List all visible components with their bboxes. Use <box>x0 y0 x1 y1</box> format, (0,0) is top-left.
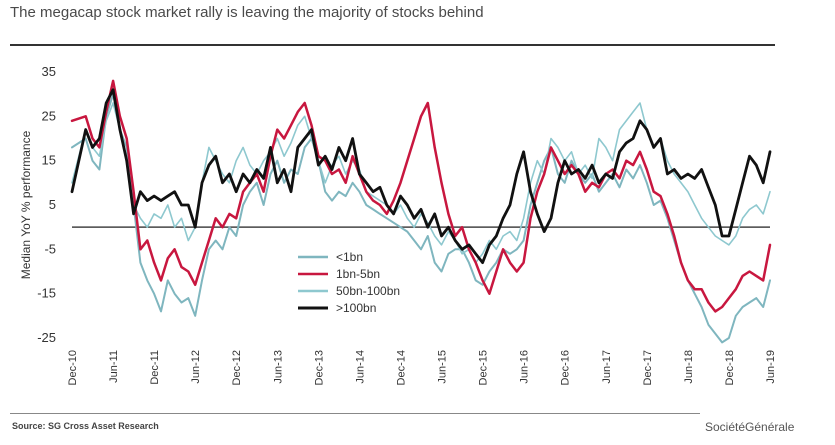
axis-layer: 35 25 15 5 -5 -15 -25 Median YoY % performance D… <box>19 64 777 385</box>
x-tick-label: Dec-10 <box>67 350 79 385</box>
y-tick-label: -25 <box>37 330 56 345</box>
source-note: Source: SG Cross Asset Research <box>12 421 159 431</box>
credit-logo-text: SociétéGénérale <box>705 420 795 434</box>
y-tick-label: -5 <box>44 241 56 256</box>
x-tick-label: Dec-16 <box>560 350 572 385</box>
x-tick-label: Jun-19 <box>765 350 777 384</box>
legend-label: 1bn-5bn <box>336 267 380 281</box>
legend: <1bn 1bn-5bn 50bn-100bn >100bn <box>298 250 400 315</box>
chart-title: The megacap stock market rally is leavin… <box>10 4 484 21</box>
x-tick-label: Dec-17 <box>642 350 654 385</box>
series-layer <box>70 79 772 344</box>
x-tick-label: Jun-14 <box>354 350 366 384</box>
x-tick-label: Dec-11 <box>149 350 161 385</box>
x-tick-label: Dec-18 <box>724 350 736 385</box>
y-tick-label: 35 <box>42 64 56 79</box>
series-line-3 <box>70 88 772 264</box>
y-tick-label: 5 <box>49 197 56 212</box>
y-tick-label: 25 <box>42 108 56 123</box>
x-tick-label: Dec-15 <box>478 350 490 385</box>
x-tick-label: Jun-12 <box>190 350 202 384</box>
x-tick-label: Jun-18 <box>683 350 695 384</box>
y-tick-label: 15 <box>42 153 56 168</box>
x-tick-label: Jun-16 <box>519 350 531 384</box>
series-line-0 <box>71 93 771 344</box>
x-tick-label: Jun-17 <box>601 350 613 384</box>
x-tick-label: Jun-13 <box>272 350 284 384</box>
x-tick-label: Dec-13 <box>313 350 325 385</box>
x-tick-label: Dec-14 <box>395 350 407 385</box>
series-line-2 <box>71 102 771 264</box>
legend-label: >100bn <box>336 301 376 315</box>
y-tick-label: -15 <box>37 286 56 301</box>
series-line-1 <box>70 79 772 313</box>
title-divider <box>10 44 775 46</box>
x-tick-label: Dec-12 <box>231 350 243 385</box>
x-tick-label: Jun-11 <box>108 350 120 383</box>
legend-label: 50bn-100bn <box>336 284 400 298</box>
footer-divider <box>10 413 700 414</box>
x-tick-label: Jun-15 <box>437 350 449 384</box>
legend-label: <1bn <box>336 250 363 264</box>
y-axis-title: Median YoY % performance <box>19 130 33 279</box>
